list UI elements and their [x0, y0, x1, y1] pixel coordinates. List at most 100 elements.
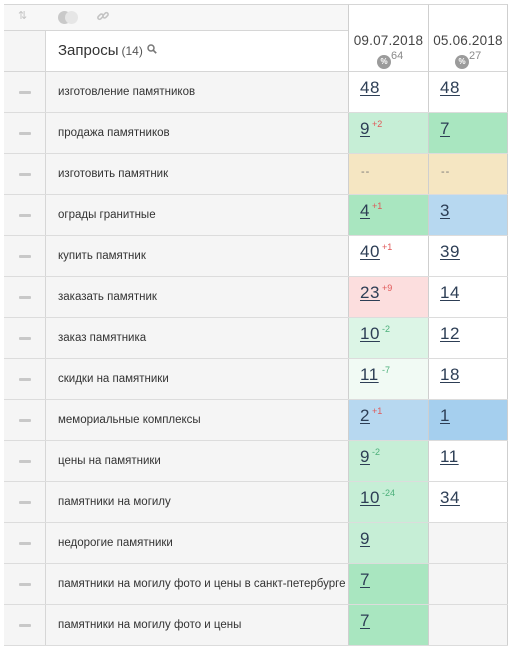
link-icon[interactable]	[96, 9, 114, 25]
search-icon[interactable]	[147, 41, 157, 58]
position-link[interactable]: 48	[360, 78, 380, 97]
row-remove-handle[interactable]	[4, 195, 46, 235]
table-row: изготовить памятник -- --	[4, 154, 508, 195]
query-text: памятники на могилу	[46, 482, 348, 522]
query-text: купить памятник	[46, 236, 348, 276]
queries-table: изготовление памятников 48 48 продажа памят…	[4, 72, 508, 646]
position-delta: -7	[382, 365, 391, 375]
position-link[interactable]: 40	[360, 242, 380, 261]
row-remove-handle[interactable]	[4, 277, 46, 317]
position-link[interactable]: 2	[360, 406, 370, 425]
table-row: памятники на могилу фото и цены 7	[4, 605, 508, 646]
row-remove-handle[interactable]	[4, 72, 46, 112]
row-remove-handle[interactable]	[4, 359, 46, 399]
row-remove-handle[interactable]	[4, 318, 46, 358]
position-cell-date-2: 39	[428, 236, 508, 276]
position-cell-date-2: 11	[428, 441, 508, 481]
query-text: изготовление памятников	[46, 72, 348, 112]
position-cell-date-2: 3	[428, 195, 508, 235]
position-link[interactable]: 11	[360, 365, 379, 384]
queries-title: Запросы	[58, 42, 119, 59]
position-cell-date-1: 7	[348, 605, 428, 645]
table-row: заказать памятник 23 +9 14	[4, 277, 508, 318]
position-cell-date-2: 1	[428, 400, 508, 440]
toolbar: ⇅	[4, 4, 348, 30]
position-link[interactable]: 7	[440, 119, 450, 138]
position-missing: --	[361, 166, 371, 178]
position-link[interactable]: 7	[360, 570, 370, 589]
table-row: скидки на памятники 11 -7 18	[4, 359, 508, 400]
row-remove-handle[interactable]	[4, 523, 46, 563]
position-cell-date-2: 7	[428, 113, 508, 153]
position-link[interactable]: 9	[360, 119, 370, 138]
table-row: памятники на могилу 10 -24 34	[4, 482, 508, 523]
position-link[interactable]: 34	[440, 488, 460, 507]
query-text: цены на памятники	[46, 441, 348, 481]
table-row: продажа памятников 9 +2 7	[4, 113, 508, 154]
position-link[interactable]: 14	[440, 283, 460, 302]
column-header-date-1[interactable]: 09.07.2018 % 64	[348, 4, 428, 72]
position-link[interactable]: 7	[360, 611, 370, 630]
table-row: купить памятник 40 +1 39	[4, 236, 508, 277]
position-cell-date-1: 4 +1	[348, 195, 428, 235]
query-text: ограды гранитные	[46, 195, 348, 235]
table-row: мемориальные комплексы 2 +1 1	[4, 400, 508, 441]
minus-icon	[19, 337, 31, 340]
query-text: памятники на могилу фото и цены в санкт-…	[46, 564, 348, 604]
position-link[interactable]: 10	[360, 488, 380, 507]
position-cell-date-1: 48	[348, 72, 428, 112]
row-remove-handle[interactable]	[4, 400, 46, 440]
column-date: 05.06.2018	[433, 33, 503, 48]
table-row: памятники на могилу фото и цены в санкт-…	[4, 564, 508, 605]
position-link[interactable]: 1	[440, 406, 450, 425]
minus-icon	[19, 378, 31, 381]
row-remove-handle[interactable]	[4, 154, 46, 194]
position-cell-date-2: --	[428, 154, 508, 194]
position-link[interactable]: 10	[360, 324, 380, 343]
position-cell-date-2: 14	[428, 277, 508, 317]
position-cell-date-2: 48	[428, 72, 508, 112]
position-cell-date-2	[428, 564, 508, 604]
column-header-date-2[interactable]: 05.06.2018 % 27	[428, 4, 508, 72]
position-cell-date-1: 11 -7	[348, 359, 428, 399]
row-remove-handle[interactable]	[4, 113, 46, 153]
position-cell-date-1: 23 +9	[348, 277, 428, 317]
toggle-icon[interactable]	[58, 11, 78, 24]
position-link[interactable]: 48	[440, 78, 460, 97]
queries-header[interactable]: Запросы (14)	[58, 41, 157, 59]
row-remove-handle[interactable]	[4, 236, 46, 276]
position-link[interactable]: 9	[360, 447, 370, 466]
position-link[interactable]: 11	[440, 447, 459, 466]
percent-value: 64	[391, 50, 404, 62]
position-link[interactable]: 9	[360, 529, 370, 548]
position-link[interactable]: 4	[360, 201, 370, 220]
row-remove-handle[interactable]	[4, 482, 46, 522]
minus-icon	[19, 91, 31, 94]
position-delta: +9	[382, 283, 393, 293]
position-link[interactable]: 18	[440, 365, 460, 384]
position-delta: -24	[382, 488, 396, 498]
position-link[interactable]: 12	[440, 324, 460, 343]
query-text: мемориальные комплексы	[46, 400, 348, 440]
table-row: заказ памятника 10 -2 12	[4, 318, 508, 359]
table-row: цены на памятники 9 -2 11	[4, 441, 508, 482]
position-cell-date-2: 18	[428, 359, 508, 399]
position-link[interactable]: 39	[440, 242, 460, 261]
minus-icon	[19, 583, 31, 586]
position-link[interactable]: 3	[440, 201, 450, 220]
row-remove-handle[interactable]	[4, 441, 46, 481]
position-cell-date-1: 9 -2	[348, 441, 428, 481]
position-delta: +1	[382, 242, 393, 252]
position-delta: +1	[372, 406, 383, 416]
position-link[interactable]: 23	[360, 283, 380, 302]
table-row: ограды гранитные 4 +1 3	[4, 195, 508, 236]
row-remove-handle[interactable]	[4, 605, 46, 645]
row-remove-handle[interactable]	[4, 564, 46, 604]
column-date: 09.07.2018	[353, 33, 424, 48]
query-text: памятники на могилу фото и цены	[46, 605, 348, 645]
position-delta: -2	[372, 447, 381, 457]
header-dash-cell	[4, 31, 46, 71]
position-missing: --	[441, 166, 451, 178]
minus-icon	[19, 296, 31, 299]
sort-icon[interactable]: ⇅	[18, 9, 28, 22]
